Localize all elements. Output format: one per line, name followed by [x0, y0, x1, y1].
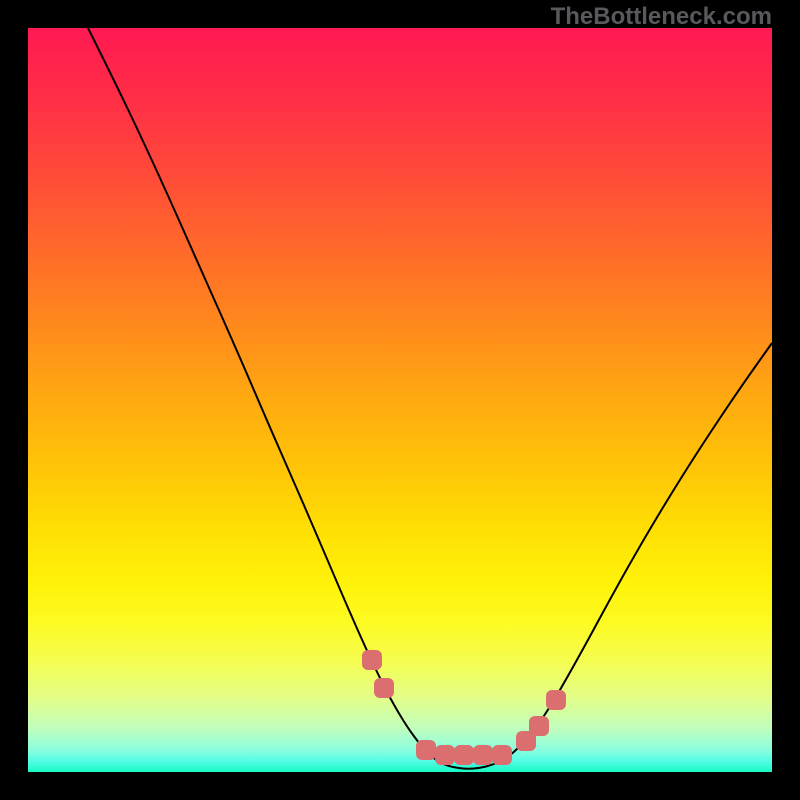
chart-frame: TheBottleneck.com [0, 0, 800, 800]
plot-area [28, 28, 772, 772]
curve-marker [416, 740, 436, 760]
curve-marker [362, 650, 382, 670]
bottleneck-curve [88, 28, 772, 769]
curve-marker [454, 745, 474, 765]
curve-marker [473, 745, 493, 765]
curve-marker [529, 716, 549, 736]
curve-layer [28, 28, 772, 772]
curve-marker [374, 678, 394, 698]
curve-marker [492, 745, 512, 765]
watermark-text: TheBottleneck.com [551, 3, 772, 31]
curve-marker [435, 745, 455, 765]
curve-marker [546, 690, 566, 710]
